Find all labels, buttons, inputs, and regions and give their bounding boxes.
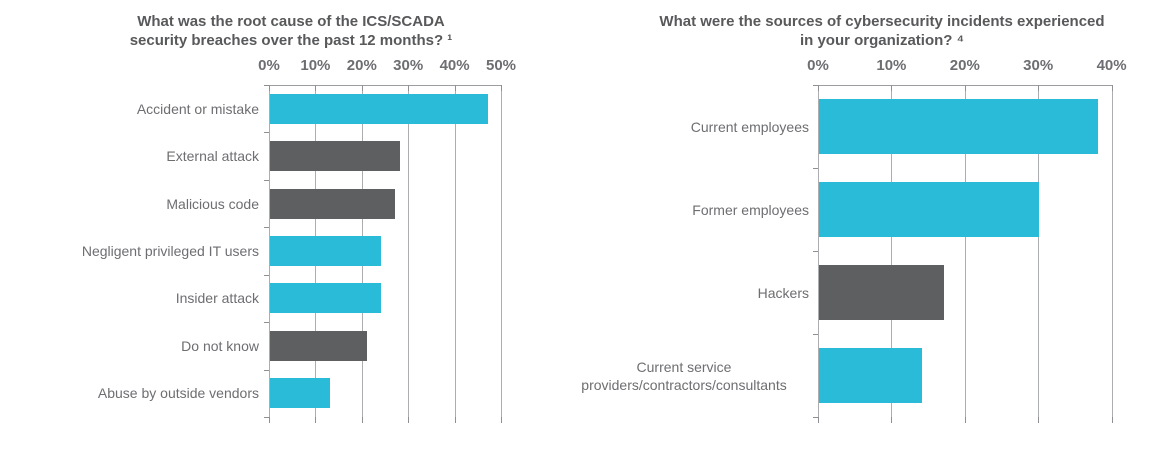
category-axis-tick (264, 85, 269, 86)
bar-current-service-providers-contractors-consultants (819, 348, 922, 403)
tick-label-40pct: 40% (1096, 57, 1127, 74)
gridline-0pct (818, 85, 819, 417)
category-axis-tick (264, 179, 269, 181)
axis-tick-bottom-0pct (269, 417, 270, 423)
axis-tick-top-30pct (1038, 85, 1040, 91)
bar-current-employees (819, 99, 1098, 154)
axis-tick-top-10pct (891, 85, 893, 91)
gridline-0pct (269, 85, 270, 417)
tick-label-0pct: 0% (258, 57, 280, 74)
axis-tick-top-50pct (501, 85, 502, 91)
tick-label-0pct: 0% (807, 57, 829, 74)
category-axis-tick (813, 251, 818, 252)
category-label-abuse-by-outside-vendors: Abuse by outside vendors (97, 385, 259, 402)
category-axis-tick (813, 334, 818, 335)
axis-tick-top-10pct (315, 85, 317, 91)
bar-insider-attack (270, 283, 382, 314)
tick-label-50pct: 50% (485, 57, 517, 74)
axis-tick-bottom-20pct (361, 417, 363, 423)
gridline-50pct (501, 85, 502, 417)
bar-accident-or-mistake (270, 93, 489, 124)
category-label-current-employees: Current employees (690, 118, 809, 135)
axis-tick-top-40pct (1111, 85, 1113, 91)
axis-tick-top-20pct (361, 85, 363, 91)
category-axis-tick (264, 274, 269, 276)
tick-label-20pct: 20% (949, 57, 980, 74)
category-axis-tick (264, 132, 269, 134)
chart-title-root-cause: What was the root cause of the ICS/SCADA… (129, 13, 453, 49)
bar-malicious-code (270, 188, 396, 219)
gridline-40pct (454, 85, 456, 417)
category-axis-tick (264, 417, 269, 418)
tick-label-10pct: 10% (876, 57, 907, 74)
category-label-hackers: Hackers (757, 284, 809, 301)
bar-external-attack (270, 141, 400, 172)
category-label-external-attack: External attack (166, 148, 259, 165)
axis-tick-bottom-0pct (818, 417, 819, 423)
tick-label-30pct: 30% (393, 57, 424, 74)
bar-negligent-privileged-it-users (270, 236, 382, 266)
x-axis-line (269, 85, 501, 86)
axis-tick-bottom-40pct (1111, 417, 1113, 423)
category-axis-tick (813, 85, 818, 86)
category-label-do-not-know: Do not know (181, 337, 259, 354)
gridline-20pct (964, 85, 966, 417)
category-axis-tick (264, 322, 269, 324)
axis-tick-bottom-20pct (964, 417, 966, 423)
category-axis-tick (264, 369, 269, 371)
tick-label-30pct: 30% (1023, 57, 1054, 74)
gridline-10pct (891, 85, 893, 417)
category-axis-tick (264, 227, 269, 229)
bar-abuse-by-outside-vendors (270, 378, 331, 409)
axis-tick-bottom-10pct (891, 417, 893, 423)
category-label-current-service-providers-contractors-consultants: Current service providers/contractors/co… (581, 358, 787, 393)
gridline-40pct (1111, 85, 1113, 417)
axis-tick-top-0pct (818, 85, 819, 91)
category-axis-tick (813, 417, 818, 418)
axis-tick-top-30pct (408, 85, 410, 91)
gridline-30pct (408, 85, 410, 417)
tick-label-40pct: 40% (439, 57, 470, 74)
bar-hackers (819, 265, 944, 320)
axis-tick-bottom-30pct (408, 417, 410, 423)
category-label-former-employees: Former employees (692, 201, 809, 218)
axis-tick-bottom-10pct (315, 417, 317, 423)
category-label-insider-attack: Insider attack (175, 290, 259, 307)
axis-tick-top-0pct (269, 85, 270, 91)
bar-former-employees (819, 182, 1040, 237)
tick-label-10pct: 10% (300, 57, 331, 74)
category-axis-tick (813, 168, 818, 169)
tick-label-20pct: 20% (346, 57, 377, 74)
axis-tick-bottom-40pct (454, 417, 456, 423)
axis-tick-top-20pct (964, 85, 966, 91)
category-label-malicious-code: Malicious code (166, 195, 259, 212)
axis-tick-bottom-50pct (501, 417, 502, 423)
gridline-30pct (1038, 85, 1040, 417)
bar-do-not-know (270, 330, 368, 361)
category-label-negligent-privileged-it-users: Negligent privileged IT users (81, 243, 259, 259)
axis-tick-top-40pct (454, 85, 456, 91)
chart-title-incident-sources: What were the sources of cybersecurity i… (659, 13, 1105, 49)
axis-tick-bottom-30pct (1038, 417, 1040, 423)
category-label-accident-or-mistake: Accident or mistake (136, 100, 259, 117)
